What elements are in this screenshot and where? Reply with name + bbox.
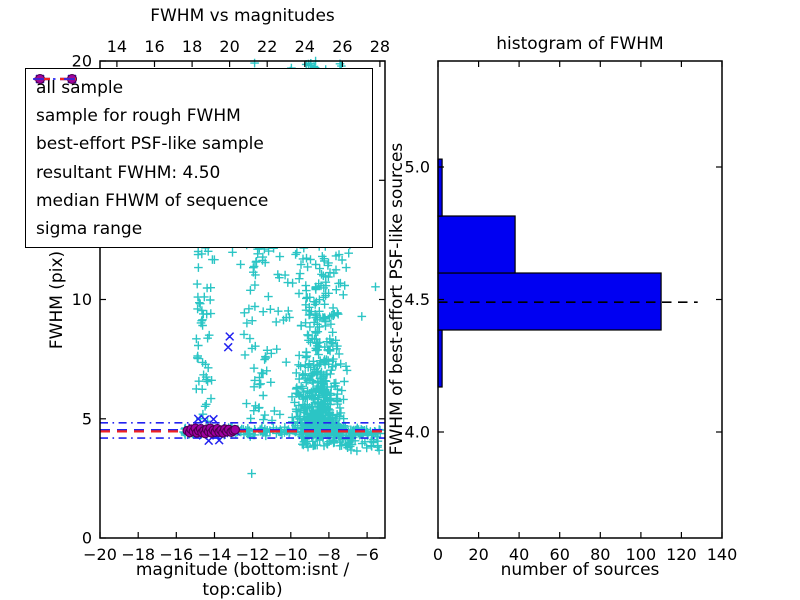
svg-text:100: 100: [626, 545, 657, 564]
scatter-points-group: [100, 56, 385, 478]
svg-text:5.0: 5.0: [405, 158, 430, 177]
svg-text:20: 20: [468, 545, 488, 564]
svg-text:14: 14: [107, 37, 127, 56]
legend-label: median FHWM of sequence: [36, 190, 269, 211]
psf-like-points: [182, 423, 240, 439]
svg-text:26: 26: [332, 37, 352, 56]
svg-text:−20: −20: [83, 545, 117, 564]
legend-label: sigma range: [36, 219, 143, 240]
svg-text:140: 140: [707, 545, 738, 564]
legend-item-median-fhwm: median FHWM of sequence: [30, 77, 372, 215]
svg-text:22: 22: [257, 37, 277, 56]
legend-label: best-effort PSF-like sample: [36, 134, 264, 155]
svg-text:40: 40: [509, 545, 529, 564]
svg-text:−16: −16: [159, 545, 193, 564]
svg-text:28: 28: [370, 37, 390, 56]
svg-text:120: 120: [666, 545, 697, 564]
svg-text:−12: −12: [236, 545, 270, 564]
svg-text:16: 16: [144, 37, 164, 56]
legend-label: resultant FWHM: 4.50: [36, 162, 221, 183]
right-plot-title: histogram of FWHM: [496, 34, 664, 54]
left-plot-xlabel: magnitude (bottom:isnt / top:calib): [135, 560, 350, 600]
svg-text:20: 20: [219, 37, 239, 56]
svg-text:80: 80: [590, 545, 610, 564]
hist-bar: [437, 215, 516, 274]
svg-text:20: 20: [72, 52, 92, 71]
left-plot-title: FWHM vs magnitudes: [150, 6, 335, 26]
svg-text:4.5: 4.5: [405, 290, 430, 309]
right-plot-ticks: 0 20 40 60 80 100 120 140 4.0 4.5 5.0: [405, 61, 738, 564]
legend-item-sigma-range: sigma range: [30, 78, 372, 243]
svg-text:4.0: 4.0: [405, 423, 430, 442]
histogram-group: [437, 158, 698, 388]
right-plot-ylabel: FWHM of best-effort PSF-like sources: [386, 142, 407, 456]
svg-text:24: 24: [295, 37, 315, 56]
svg-text:5: 5: [82, 409, 92, 428]
dashdot-line-icon: [33, 78, 75, 80]
svg-text:−6: −6: [355, 545, 379, 564]
right-plot-xlabel: number of sources: [500, 560, 660, 580]
svg-text:18: 18: [182, 37, 202, 56]
legend-item-resultant-fwhm: resultant FWHM: 4.50: [30, 77, 372, 187]
left-plot-ylabel: FWHM (pix): [46, 250, 67, 350]
legend-label: all sample: [36, 78, 124, 99]
svg-text:−8: −8: [317, 545, 341, 564]
svg-text:−18: −18: [121, 545, 155, 564]
svg-text:−10: −10: [274, 545, 308, 564]
legend-item-psf-like-sample: best-effort PSF-like sample: [30, 73, 372, 158]
svg-text:0: 0: [82, 529, 92, 548]
svg-text:10: 10: [72, 290, 92, 309]
legend-label: sample for rough FWHM: [36, 106, 241, 127]
svg-text:0: 0: [433, 545, 443, 564]
svg-text:60: 60: [550, 545, 570, 564]
svg-text:−14: −14: [198, 545, 232, 564]
legend-box: all sample sample for rough FWHM best-ef…: [25, 68, 373, 248]
legend-item-rough-fwhm-sample: sample for rough FWHM: [30, 74, 372, 130]
